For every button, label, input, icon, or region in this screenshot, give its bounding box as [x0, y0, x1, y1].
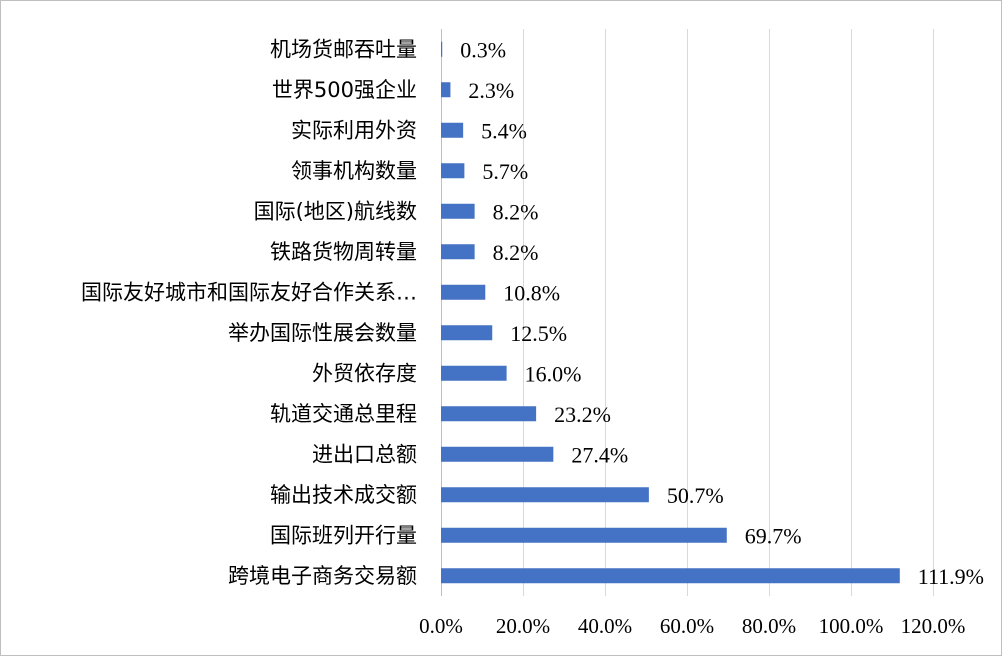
x-tick-label: 0.0% [419, 614, 463, 638]
data-label: 8.2% [493, 199, 539, 224]
bar [441, 406, 537, 422]
bar [441, 203, 475, 219]
data-label: 50.7% [667, 483, 724, 508]
category-label: 外贸依存度 [312, 361, 417, 385]
data-label: 23.2% [554, 402, 611, 427]
x-tick-label: 20.0% [496, 614, 550, 638]
category-label: 举办国际性展会数量 [228, 321, 417, 345]
x-tick-label: 100.0% [819, 614, 884, 638]
bar [441, 41, 443, 57]
category-label: 世界500强企业 [272, 78, 417, 102]
x-tick-label: 80.0% [742, 614, 796, 638]
data-label: 111.9% [918, 564, 984, 589]
x-tick-label: 60.0% [660, 614, 714, 638]
category-label: 国际班列开行量 [270, 523, 417, 547]
bar [441, 325, 493, 341]
category-label: 国际友好城市和国际友好合作关系… [81, 280, 417, 304]
data-label: 16.0% [525, 361, 582, 386]
data-label: 2.3% [468, 78, 514, 103]
category-label: 轨道交通总里程 [270, 402, 417, 426]
data-label: 5.7% [482, 159, 528, 184]
data-label: 27.4% [571, 442, 628, 467]
x-tick-label: 40.0% [578, 614, 632, 638]
data-label: 12.5% [510, 321, 567, 346]
bar [441, 82, 451, 98]
bar [441, 446, 554, 462]
bar [441, 122, 464, 138]
category-label: 进出口总额 [312, 442, 417, 466]
data-label: 69.7% [745, 523, 802, 548]
bar [441, 527, 727, 543]
category-label: 跨境电子商务交易额 [228, 564, 417, 588]
bar [441, 244, 475, 260]
data-label: 8.2% [493, 240, 539, 265]
category-label: 输出技术成交额 [270, 483, 417, 507]
category-label: 实际利用外资 [291, 118, 417, 142]
category-label: 铁路货物周转量 [270, 240, 417, 264]
data-label: 5.4% [481, 118, 527, 143]
x-tick-label: 120.0% [901, 614, 966, 638]
category-label: 机场货邮吞吐量 [270, 37, 417, 61]
bar [441, 487, 649, 503]
bar [441, 284, 486, 300]
data-label: 10.8% [503, 280, 560, 305]
bar [441, 365, 507, 381]
category-label: 领事机构数量 [291, 159, 417, 183]
bar [441, 163, 465, 179]
bar [441, 568, 900, 584]
data-label: 0.3% [460, 37, 506, 62]
category-label: 国际(地区)航线数 [254, 199, 417, 223]
